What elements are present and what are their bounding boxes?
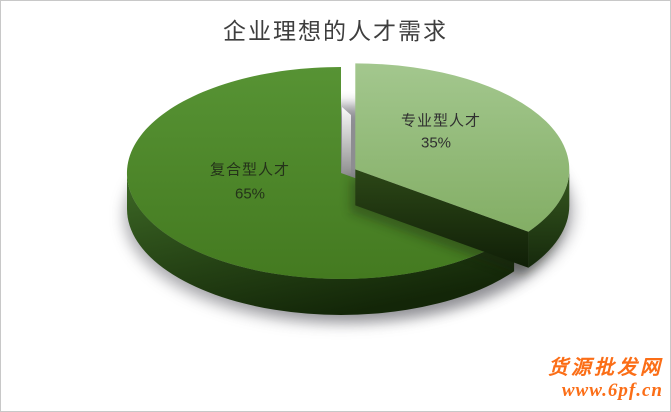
pie-slice-professional-cut-face bbox=[355, 169, 529, 268]
pie-slice-composite-cut-face bbox=[342, 107, 351, 175]
pie-slice-professional[interactable] bbox=[355, 63, 570, 232]
slice-label-professional: 专业型人才 bbox=[400, 112, 482, 130]
watermark-url: www.6pf.cn bbox=[561, 380, 663, 402]
slice-pct-composite: 65% bbox=[234, 185, 266, 203]
slice-pct-professional: 35% bbox=[420, 134, 452, 152]
slice-label-composite: 复合型人才 bbox=[209, 161, 291, 179]
pie-slice-professional-side bbox=[528, 169, 570, 268]
pie-slice-composite-side bbox=[127, 173, 515, 315]
watermark: 货源批发网 www.6pf.cn bbox=[548, 356, 663, 403]
watermark-site-name: 货源批发网 bbox=[548, 357, 663, 380]
chart-title: 企业理想的人才需求 bbox=[223, 19, 448, 44]
